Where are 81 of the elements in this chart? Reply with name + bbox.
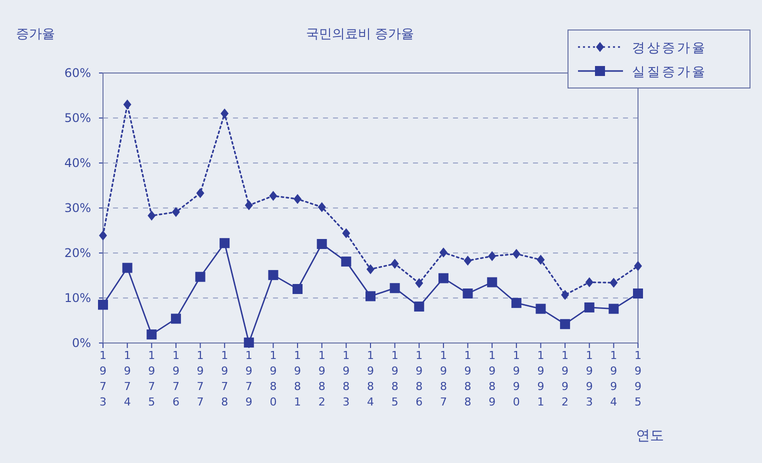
- point: [148, 210, 156, 221]
- point: [146, 329, 157, 340]
- point: [292, 284, 303, 294]
- xtick: 1988: [464, 349, 472, 408]
- point: [122, 262, 132, 273]
- point: [610, 278, 618, 288]
- point: [366, 291, 376, 302]
- xtick: 1983: [342, 349, 350, 408]
- point: [196, 188, 204, 198]
- point: [244, 338, 254, 348]
- point: [633, 288, 643, 298]
- xtick: 1984: [367, 349, 374, 408]
- xtick: 1980: [270, 349, 277, 408]
- point: [512, 248, 520, 259]
- point: [462, 288, 473, 298]
- xtick: 1975: [148, 349, 156, 408]
- legend-label: 실질증가율: [632, 65, 707, 80]
- xtick: 1991: [537, 349, 544, 408]
- title: 국민의료비 증가율: [306, 27, 414, 42]
- ytick: 30%: [64, 201, 91, 215]
- xtick: 1990: [512, 349, 520, 408]
- xtick: 1978: [221, 349, 228, 408]
- xtick: 1976: [172, 349, 180, 408]
- xlabel: 연도: [636, 428, 664, 444]
- point: [390, 283, 400, 294]
- xtick: 1979: [245, 349, 252, 408]
- xtick: 1973: [100, 349, 106, 408]
- xtick: 1995: [634, 349, 642, 408]
- ytick: 50%: [64, 111, 91, 125]
- ytick: 0%: [72, 336, 91, 350]
- ytick: 20%: [64, 246, 91, 260]
- point: [438, 273, 448, 284]
- xtick: 1987: [440, 349, 447, 408]
- point: [220, 238, 230, 248]
- point: [98, 300, 108, 310]
- xtick: 1977: [196, 349, 204, 408]
- xtick: 1993: [586, 349, 593, 408]
- ytick: 10%: [64, 291, 91, 305]
- point: [220, 108, 229, 118]
- xtick: 1992: [562, 349, 569, 408]
- point: [536, 304, 546, 314]
- point: [268, 270, 278, 280]
- point: [318, 202, 326, 212]
- point: [244, 200, 253, 210]
- point: [464, 256, 472, 266]
- point: [366, 264, 374, 274]
- ytick: 60%: [64, 66, 91, 80]
- point: [414, 302, 424, 312]
- point: [634, 261, 642, 272]
- point: [195, 272, 206, 282]
- ylabel: 증가율: [16, 27, 55, 42]
- xtick: 1989: [488, 349, 496, 408]
- xtick: 1986: [416, 349, 423, 408]
- point: [294, 194, 302, 204]
- point: [584, 302, 594, 312]
- point: [608, 304, 619, 314]
- point: [415, 278, 424, 288]
- point: [439, 248, 448, 258]
- point: [170, 314, 181, 324]
- point: [585, 277, 594, 288]
- point: [488, 251, 496, 262]
- xtick: 1981: [294, 349, 302, 408]
- legend-label: 경상증가율: [632, 41, 707, 56]
- xtick: 1982: [318, 349, 326, 408]
- point: [342, 228, 350, 238]
- point: [487, 277, 498, 288]
- xtick: 1985: [391, 349, 398, 408]
- point: [341, 256, 352, 267]
- xtick: 1994: [610, 349, 618, 408]
- point: [123, 100, 132, 110]
- point: [390, 258, 399, 269]
- point: [561, 290, 570, 300]
- point: [536, 254, 545, 265]
- point: [560, 319, 570, 330]
- point: [316, 239, 327, 249]
- ytick: 40%: [64, 156, 91, 170]
- point: [172, 207, 180, 218]
- point: [269, 190, 278, 201]
- point: [511, 298, 522, 308]
- xtick: 1974: [124, 349, 131, 408]
- point: [99, 230, 107, 240]
